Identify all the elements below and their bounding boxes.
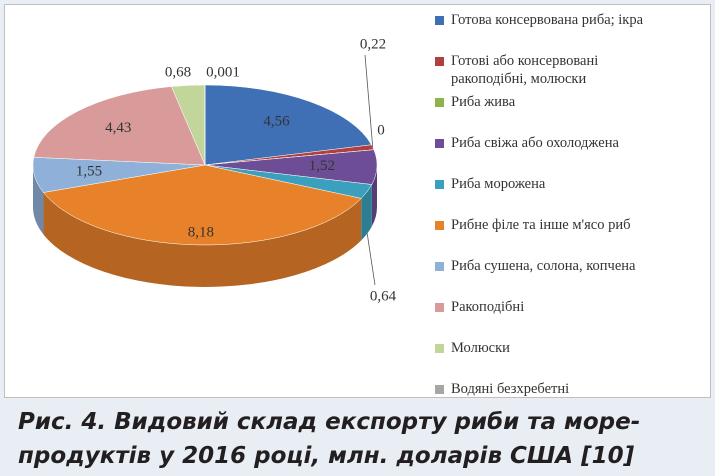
- slice: [204, 84, 372, 166]
- legend-swatch: [435, 385, 444, 394]
- data-label: 0: [377, 122, 385, 138]
- legend-swatch: [435, 344, 444, 353]
- legend-swatch: [435, 57, 444, 66]
- legend-item: Риба сушена, солона, копчена: [435, 251, 695, 292]
- legend-item: Рибне філе та інше м'ясо риб: [435, 210, 695, 251]
- legend-item: Риба свіжа або охолоджена: [435, 128, 695, 169]
- legend-item: Ракоподібні: [435, 292, 695, 333]
- data-label: 0,001: [206, 64, 240, 80]
- legend-label: Риба жива: [451, 94, 516, 110]
- slice-side: [43, 192, 362, 287]
- legend-item: Готові або консервовані ракоподібні, мол…: [435, 46, 695, 87]
- legend-swatch: [435, 303, 444, 312]
- legend-item: Риба жива: [435, 87, 695, 128]
- leader-line: [364, 54, 374, 148]
- legend-label: Молюски: [451, 340, 510, 356]
- legend-swatch: [435, 139, 444, 148]
- legend-label: Риба сушена, солона, копчена: [451, 258, 636, 274]
- legend-label: Риба свіжа або охолоджена: [451, 135, 619, 151]
- legend-label: Риба морожена: [451, 176, 546, 192]
- slice: [33, 86, 206, 166]
- legend-swatch: [435, 221, 444, 230]
- slice: [43, 164, 362, 246]
- data-label: 1,52: [309, 158, 335, 174]
- legend-label: Рибне філе та інше м'ясо риб: [451, 217, 631, 233]
- legend-item: Молюски: [435, 333, 695, 374]
- legend-swatch: [435, 16, 444, 25]
- legend-swatch: [435, 180, 444, 189]
- legend-swatch: [435, 98, 444, 107]
- legend-item: Водяні безхребетні: [435, 374, 695, 415]
- legend-item: Готова консервована риба; ікра: [435, 5, 695, 46]
- legend-swatch: [435, 262, 444, 271]
- legend-item: Риба морожена: [435, 169, 695, 210]
- legend-label: Готові або консервовані ракоподібні, мол…: [451, 53, 599, 87]
- data-label: 0,22: [360, 36, 386, 52]
- legend: Готова консервована риба; ікра Готові або…: [435, 5, 695, 415]
- data-label: 0,68: [165, 64, 191, 80]
- legend-label: Готова консервована риба; ікра: [451, 12, 644, 28]
- pie-chart: 4,56 0,22 0 1,52 0,64 8,18 1,55 4,43 0,68 0,001: [32, 36, 397, 304]
- data-label: 0,64: [370, 288, 397, 304]
- chart-frame: 4,56 0,22 0 1,52 0,64 8,18 1,55 4,43 0,68 0,001 Г…: [4, 4, 711, 398]
- slice-side: [33, 165, 44, 235]
- leader-line: [366, 233, 376, 286]
- data-label: 1,55: [76, 163, 102, 179]
- data-label: 4,43: [105, 120, 131, 136]
- legend-label: Водяні безхребетні: [451, 381, 570, 397]
- data-label: 4,56: [263, 113, 290, 129]
- legend-label: Ракоподібні: [451, 299, 525, 315]
- slice-side: [361, 184, 372, 241]
- slice-side: [371, 165, 377, 227]
- caption: Рис. 4. Видовий склад експорту риби та м…: [18, 409, 641, 469]
- data-label: 8,18: [188, 224, 214, 240]
